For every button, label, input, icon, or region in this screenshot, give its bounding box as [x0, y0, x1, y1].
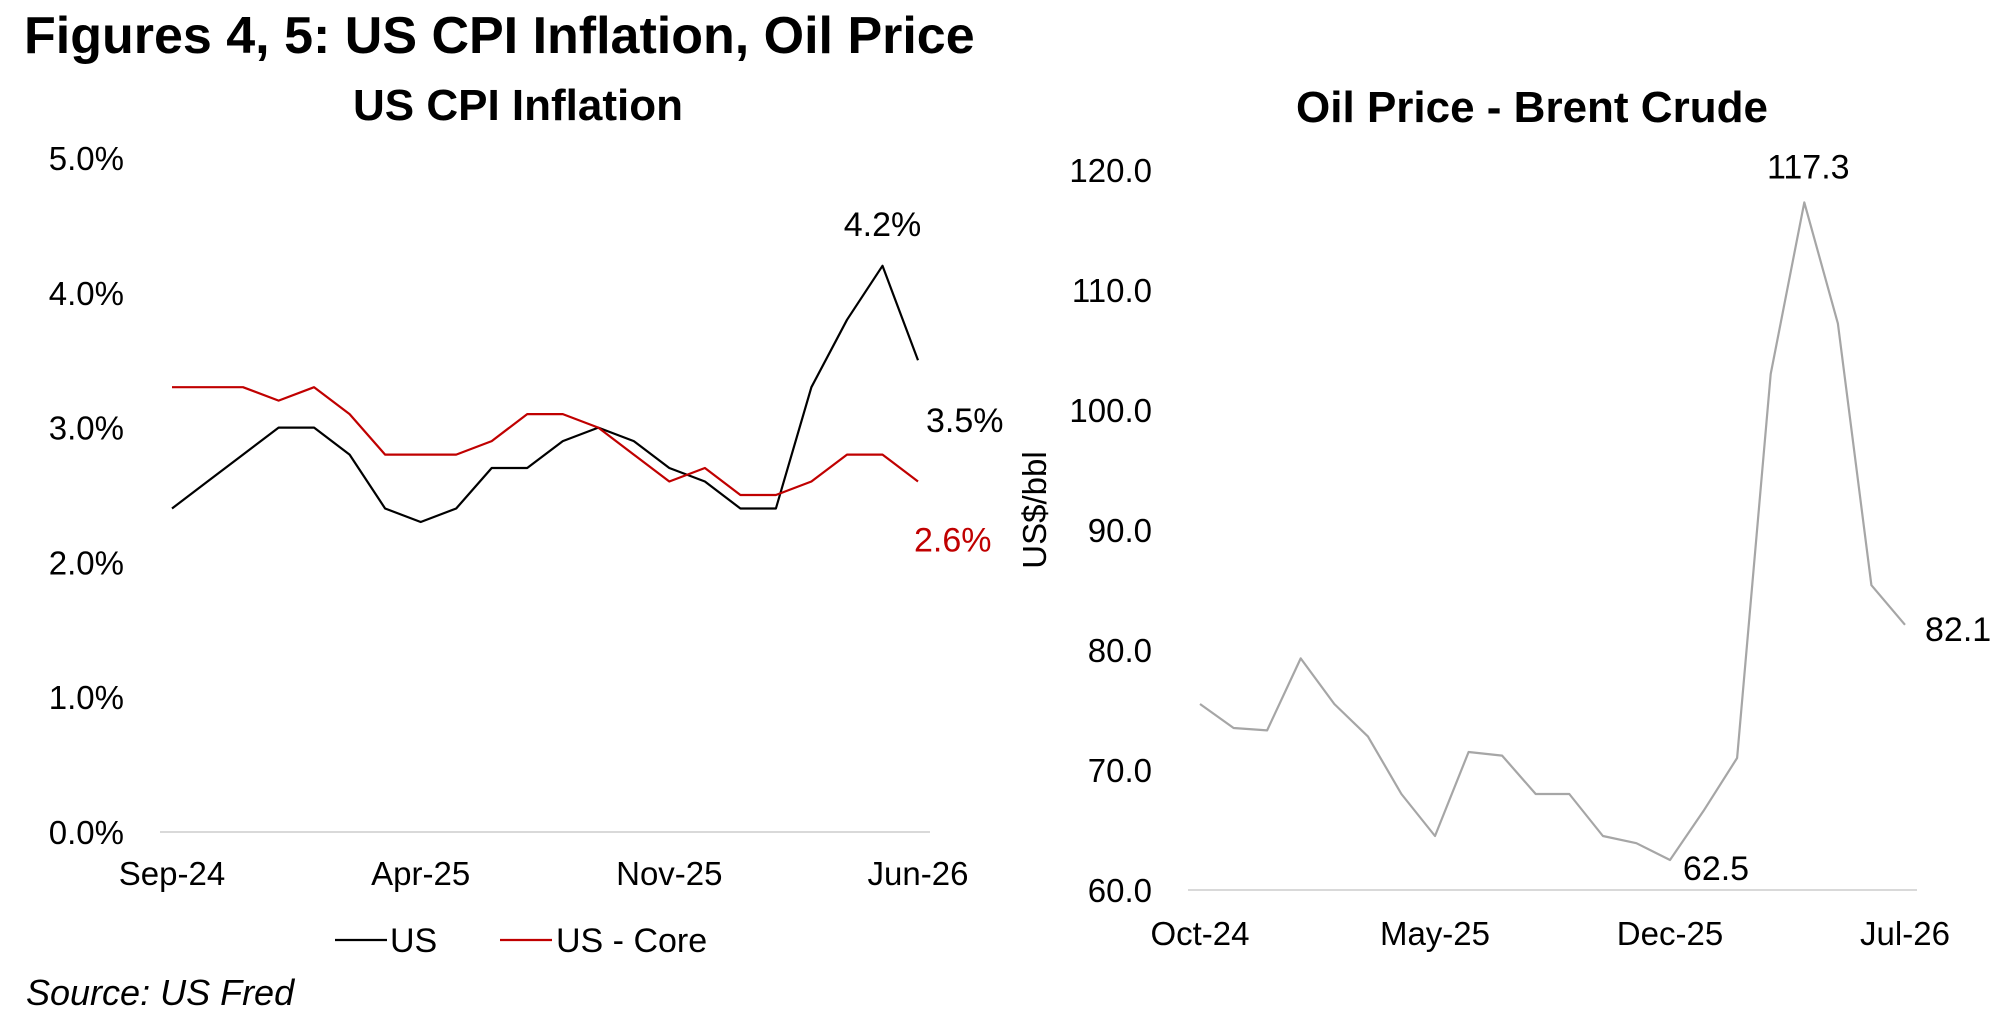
legend-label-core: US - Core — [556, 922, 707, 960]
oil-y-axis-label: US$/bbl — [1016, 451, 1053, 568]
cpi-data-label: 2.6% — [914, 522, 992, 560]
cpi-y-tick-label: 2.0% — [49, 544, 124, 581]
cpi-x-tick-label: Apr-25 — [371, 855, 470, 892]
oil-y-tick-label: 120.0 — [1069, 152, 1152, 189]
oil-chart-title: Oil Price - Brent Crude — [1296, 83, 1768, 132]
cpi-y-tick-label: 1.0% — [49, 679, 124, 716]
cpi-x-axis: Sep-24 Apr-25 Nov-25 Jun-26 — [119, 855, 969, 892]
cpi-chart-title: US CPI Inflation — [353, 81, 683, 130]
oil-y-axis: 60.0 70.0 80.0 90.0 100.0 110.0 120.0 — [1069, 152, 1152, 909]
cpi-chart: US CPI Inflation 0.0% 1.0% 2.0% 3.0% 4.0% 5.0… — [49, 81, 1004, 960]
cpi-y-tick-label: 5.0% — [49, 140, 124, 177]
cpi-x-tick-label: Nov-25 — [616, 855, 722, 892]
cpi-annotations: 4.2% 3.5% 2.6% — [844, 206, 1004, 560]
cpi-x-tick-label: Jun-26 — [868, 855, 969, 892]
cpi-y-tick-label: 4.0% — [49, 275, 124, 312]
figure-title: Figures 4, 5: US CPI Inflation, Oil Pric… — [24, 7, 975, 65]
cpi-y-tick-label: 0.0% — [49, 814, 124, 851]
oil-data-label: 117.3 — [1767, 148, 1850, 186]
oil-y-tick-label: 110.0 — [1072, 272, 1152, 309]
oil-annotations: 117.3 62.5 82.1 — [1683, 148, 1991, 888]
cpi-series-line-us — [171, 264, 920, 524]
oil-y-tick-label: 90.0 — [1088, 512, 1152, 549]
oil-x-tick-label: Oct-24 — [1150, 915, 1249, 952]
cpi-legend: US US - Core — [335, 922, 707, 960]
cpi-series-group — [171, 264, 920, 524]
source-note: Source: US Fred — [26, 972, 295, 1013]
oil-x-tick-label: Dec-25 — [1617, 915, 1723, 952]
oil-x-tick-label: May-25 — [1380, 915, 1490, 952]
oil-data-label: 82.1 — [1925, 611, 1991, 649]
legend-label-us: US — [390, 922, 437, 960]
cpi-y-tick-label: 3.0% — [49, 410, 124, 447]
cpi-series-line-us-core — [172, 386, 919, 497]
oil-y-tick-label: 70.0 — [1088, 752, 1152, 789]
cpi-x-tick-label: Sep-24 — [119, 855, 225, 892]
cpi-y-axis: 0.0% 1.0% 2.0% 3.0% 4.0% 5.0% — [49, 140, 124, 851]
cpi-data-label: 4.2% — [844, 206, 922, 244]
cpi-data-label: 3.5% — [926, 402, 1004, 440]
oil-data-label: 62.5 — [1683, 850, 1749, 888]
oil-series-group — [1199, 201, 1906, 862]
oil-x-axis: Oct-24 May-25 Dec-25 Jul-26 — [1150, 915, 1949, 952]
oil-series-line-brent — [1199, 201, 1906, 862]
oil-x-tick-label: Jul-26 — [1860, 915, 1950, 952]
oil-chart: Oil Price - Brent Crude US$/bbl 60.0 70.0… — [1016, 83, 1991, 952]
oil-y-tick-label: 60.0 — [1088, 872, 1152, 909]
oil-y-tick-label: 80.0 — [1088, 632, 1152, 669]
oil-y-tick-label: 100.0 — [1069, 392, 1152, 429]
